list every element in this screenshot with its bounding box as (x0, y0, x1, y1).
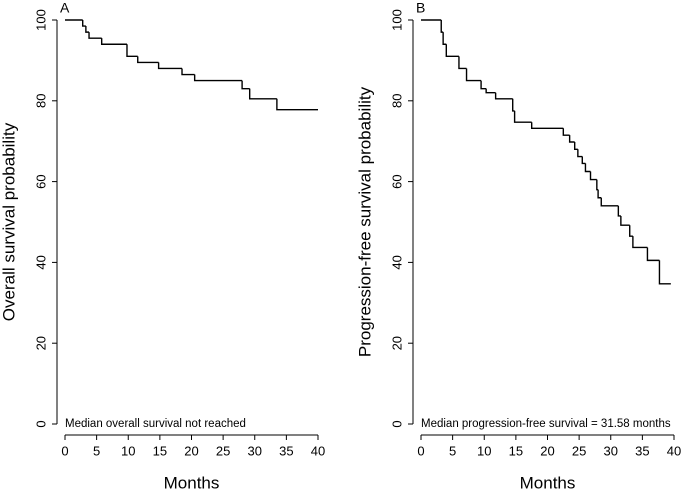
x-tick-label: 35 (279, 443, 293, 458)
survival-step (530, 122, 564, 129)
x-tick-label: 30 (248, 443, 262, 458)
survival-step (100, 38, 127, 45)
x-axis-title: Months (520, 473, 576, 491)
x-tick-label: 30 (604, 443, 618, 458)
survival-step (632, 236, 648, 249)
survival-step (494, 92, 513, 100)
survival-step (241, 80, 250, 90)
x-tick-label: 0 (417, 443, 424, 458)
survival-step (658, 260, 671, 285)
y-tick-label: 80 (33, 94, 48, 108)
survival-step (193, 74, 243, 82)
y-tick-label: 20 (389, 336, 404, 350)
survival-step (573, 142, 578, 150)
survival-step (629, 225, 633, 237)
survival-step (137, 56, 159, 64)
survival-step (646, 247, 660, 262)
x-tick-label: 25 (572, 443, 586, 458)
survival-step (88, 32, 102, 39)
y-tick-label: 0 (33, 420, 48, 427)
x-tick-label: 0 (61, 443, 68, 458)
survival-step (597, 189, 602, 199)
survival-step (82, 20, 86, 27)
y-tick-label: 80 (389, 94, 404, 108)
x-tick-label: 40 (667, 443, 681, 458)
survival-step (562, 128, 570, 136)
survival-step (480, 80, 487, 90)
survival-step (276, 98, 318, 111)
y-axis-title: Overall survival probability (0, 122, 18, 321)
survival-step (577, 149, 583, 158)
y-tick-label: 40 (389, 255, 404, 269)
x-tick-label: 15 (153, 443, 167, 458)
x-tick-label: 35 (635, 443, 649, 458)
survival-step (465, 68, 482, 82)
y-tick-label: 100 (389, 9, 404, 31)
survival-step (568, 135, 575, 143)
survival-step (584, 163, 591, 173)
y-tick-label: 20 (33, 336, 48, 350)
annotation: Median overall survival not reached (65, 418, 246, 430)
x-tick-label: 40 (311, 443, 325, 458)
y-tick-label: 100 (33, 9, 48, 31)
survival-step (445, 44, 459, 58)
x-tick-label: 20 (184, 443, 198, 458)
x-tick-label: 20 (540, 443, 554, 458)
survival-step (600, 197, 619, 207)
survival-step (181, 68, 195, 76)
x-tick-label: 15 (509, 443, 523, 458)
survival-step (442, 32, 447, 45)
y-tick-label: 40 (33, 255, 48, 269)
x-tick-label: 10 (121, 443, 135, 458)
survival-step (620, 215, 630, 226)
survival-step (85, 26, 90, 33)
y-tick-label: 0 (389, 420, 404, 427)
x-axis-title: Months (164, 473, 220, 491)
survival-step (617, 205, 621, 217)
y-tick-label: 60 (33, 174, 48, 188)
survival-step (589, 171, 597, 181)
survival-step (248, 88, 277, 100)
survival-step (440, 20, 444, 33)
x-tick-label: 5 (449, 443, 456, 458)
survival-step (512, 98, 515, 112)
x-tick-label: 5 (93, 443, 100, 458)
survival-step (485, 88, 496, 94)
survival-step (596, 179, 599, 191)
annotation: Median progression-free survival = 31.58… (421, 418, 671, 430)
x-tick-label: 25 (216, 443, 230, 458)
panel-label: A (60, 0, 70, 16)
y-tick-label: 60 (389, 174, 404, 188)
survival-step (126, 44, 138, 58)
panel-label: B (416, 0, 425, 16)
x-tick-label: 10 (477, 443, 491, 458)
survival-step (157, 62, 183, 70)
survival-step (581, 156, 586, 165)
y-axis-title: Progression-free survival probability (355, 86, 374, 357)
survival-step (513, 110, 532, 123)
survival-step (458, 56, 467, 70)
